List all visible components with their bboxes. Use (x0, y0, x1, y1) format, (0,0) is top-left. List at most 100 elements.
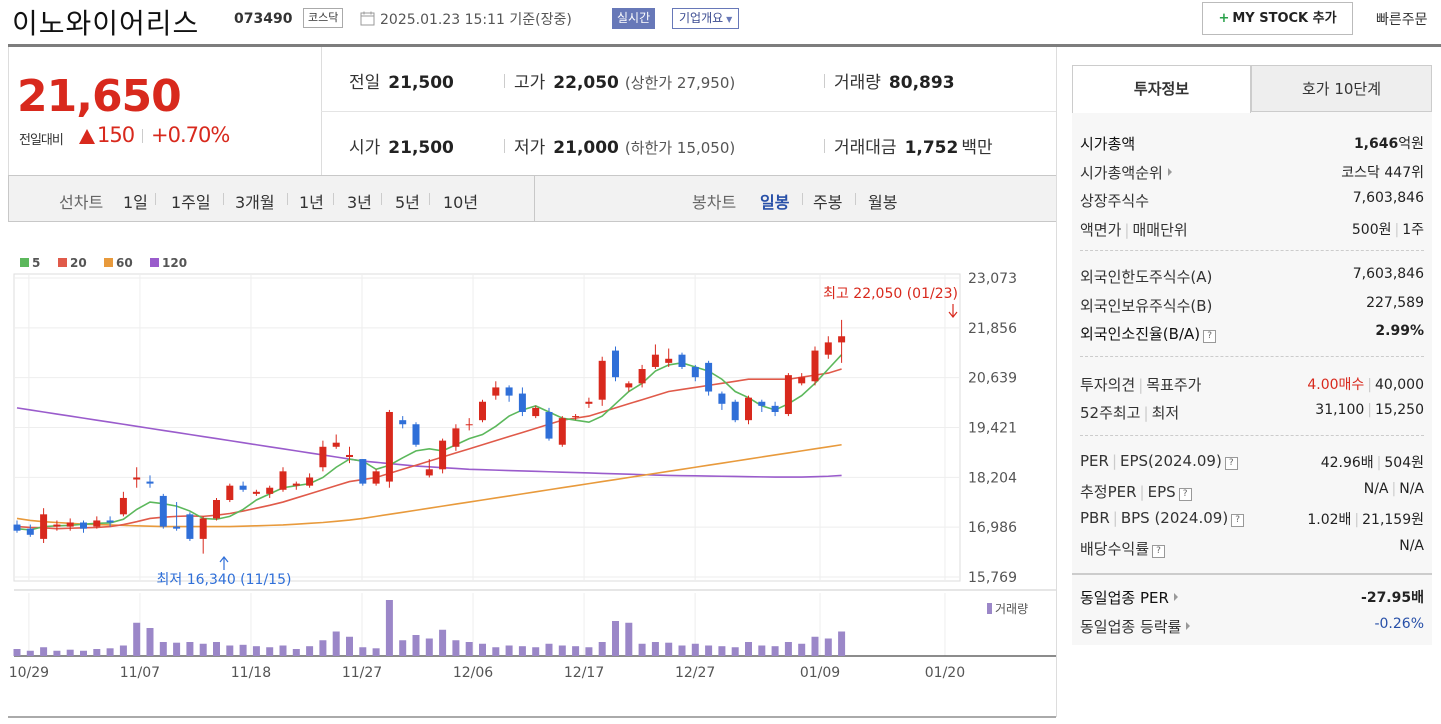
volume-legend-swatch (987, 603, 992, 614)
candle-body (93, 520, 101, 527)
help-icon[interactable]: ? (1231, 514, 1245, 527)
candle-body (359, 459, 367, 484)
volume-bar (678, 645, 686, 656)
candle-body (598, 360, 606, 400)
info-label: 시가총액순위 (1080, 164, 1163, 182)
divider (142, 129, 143, 143)
candle-body (239, 485, 247, 490)
tab-investment-info[interactable]: 투자정보 (1072, 65, 1251, 113)
volume-bar (638, 643, 646, 656)
calendar-icon (360, 11, 375, 26)
volume-bar (332, 631, 340, 656)
info-label: 외국인한도주식수(A) (1080, 268, 1213, 286)
candle-body (119, 497, 127, 515)
volume-bar (252, 646, 260, 656)
volume-bar (412, 635, 420, 656)
header: 이노와이어리스 073490 코스닥 2025.01.23 15:11 기준(장… (0, 0, 1441, 44)
candle-period-2[interactable]: 월봉 (868, 193, 898, 212)
info-value: -0.26% (1374, 616, 1424, 632)
legend-swatch (104, 258, 113, 267)
volume-bar (651, 642, 659, 656)
candle-body (771, 405, 779, 412)
info-value: 21,159원 (1362, 512, 1424, 528)
candle-body (798, 377, 806, 384)
info-row: 외국인보유주식수(B) 227,589 (1080, 291, 1424, 319)
tab-order-book[interactable]: 호가 10단계 (1251, 65, 1432, 112)
divider (8, 44, 1441, 47)
candle-body (146, 481, 154, 484)
stock-code: 073490 (234, 11, 293, 27)
change-value: 150 (97, 123, 135, 147)
volume-bar (80, 650, 87, 656)
y-tick-label: 19,421 (968, 421, 1017, 437)
prev-close: 전일 21,500 (349, 73, 454, 93)
info-label: 동일업종 등락률 (1080, 618, 1182, 636)
info-row: 배당수익률? N/A (1080, 534, 1424, 562)
volume-bar (186, 642, 194, 656)
info-label: 목표주가 (1146, 376, 1202, 394)
volume-bar (279, 645, 287, 656)
volume-bar (346, 636, 353, 656)
volume-bar (745, 642, 752, 656)
info-value: 15,250 (1375, 402, 1424, 418)
help-icon[interactable]: ? (1178, 488, 1192, 501)
volume-bar (385, 600, 393, 656)
legend-swatch (150, 258, 159, 267)
info-row: 외국인소진율(B/A)? 2.99% (1080, 319, 1424, 347)
chevron-right-icon[interactable] (1186, 622, 1191, 630)
add-mystock-button[interactable]: + MY STOCK 추가 (1202, 2, 1353, 35)
quick-order-link[interactable]: 빠른주문 (1376, 12, 1428, 28)
info-value: 코스닥 447위 (1341, 165, 1424, 181)
volume-bar (146, 628, 154, 656)
volume-bar (226, 645, 234, 656)
volume-bar (798, 643, 806, 656)
price-panel: 21,650 전일대비 150 +0.70% 전일 21,500 고가 22,050… (8, 47, 1057, 175)
candle-body (439, 440, 447, 470)
candle-body (173, 526, 181, 529)
chevron-right-icon[interactable] (1173, 593, 1178, 601)
info-value: N/A (1363, 481, 1389, 497)
info-row: 동일업종 PER -27.95배 (1080, 583, 1424, 611)
line-period-5[interactable]: 5년 (395, 193, 420, 212)
info-label: 외국인소진율(B/A) (1080, 325, 1201, 343)
candle-body (106, 520, 114, 523)
info-value: 1.02배 (1307, 512, 1352, 528)
info-row: PER | EPS(2024.09)? 42.96배 | 504원 (1080, 452, 1424, 471)
candle-period-1[interactable]: 주봉 (813, 193, 843, 212)
candle-body (612, 350, 619, 378)
x-tick-label: 01/09 (800, 665, 840, 681)
change-label: 전일대비 (19, 133, 64, 148)
line-period-2[interactable]: 3개월 (235, 193, 275, 212)
candle-body (532, 407, 540, 417)
info-label: BPS (2024.09) (1120, 509, 1229, 527)
line-period-0[interactable]: 1일 (123, 193, 148, 212)
volume-bar (758, 645, 766, 656)
chevron-right-icon[interactable] (1167, 168, 1172, 176)
volume-bar (718, 646, 726, 656)
help-icon[interactable]: ? (1152, 545, 1166, 558)
info-label: 52주최고 (1080, 404, 1141, 422)
low-price: 저가 21,000 (하한가 15,050) (514, 138, 736, 158)
candle-body (465, 424, 473, 426)
stock-name: 이노와이어리스 (12, 7, 200, 40)
line-period-4[interactable]: 3년 (347, 193, 372, 212)
help-icon[interactable]: ? (1224, 457, 1238, 470)
candle-body (505, 387, 513, 396)
line-period-6[interactable]: 10년 (443, 193, 479, 212)
candle-body (133, 477, 141, 480)
candle-body (346, 454, 353, 458)
candle-period-0[interactable]: 일봉 (760, 193, 790, 212)
x-tick-label: 12/06 (453, 665, 493, 681)
realtime-button[interactable]: 실시간 (612, 8, 656, 29)
info-label: 액면가 (1080, 221, 1122, 239)
info-value: N/A (1399, 481, 1424, 497)
info-label: 배당수익률 (1080, 540, 1150, 558)
volume-bar (625, 622, 633, 656)
line-period-1[interactable]: 1주일 (171, 193, 211, 212)
candle-body (319, 446, 327, 468)
line-period-3[interactable]: 1년 (299, 193, 324, 212)
info-label: 추정PER (1080, 483, 1137, 501)
change-percent: +0.70% (151, 123, 230, 147)
help-icon[interactable]: ? (1203, 330, 1217, 343)
corp-overview-button[interactable]: 기업개요 ▼ (672, 8, 740, 29)
